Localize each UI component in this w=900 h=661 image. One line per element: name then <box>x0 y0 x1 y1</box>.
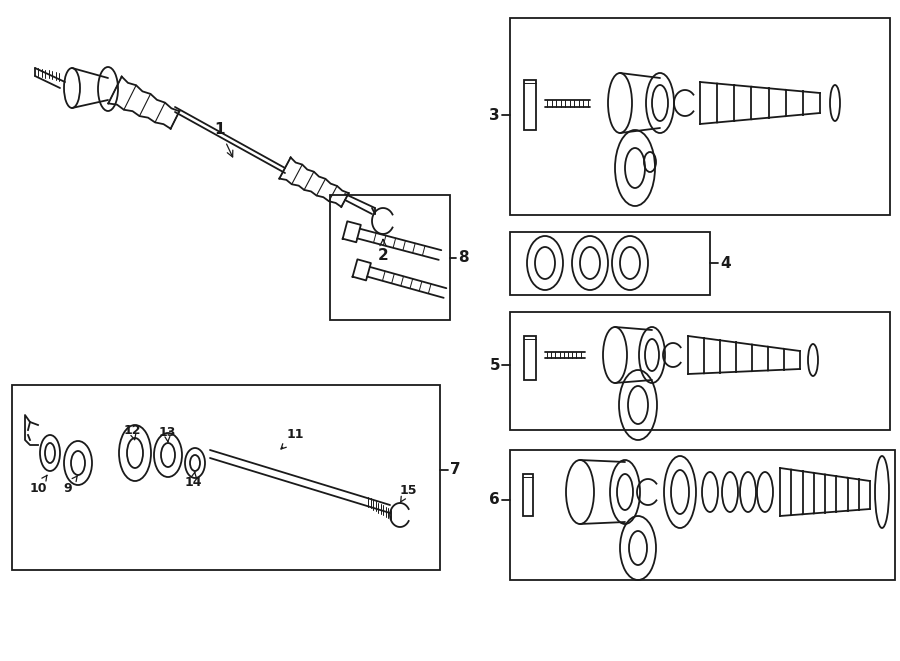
Bar <box>510 312 890 430</box>
Text: 10: 10 <box>29 475 47 494</box>
Text: 2: 2 <box>378 239 389 262</box>
Bar <box>524 80 536 130</box>
Text: 15: 15 <box>400 483 417 503</box>
Bar <box>510 18 890 215</box>
Text: 1: 1 <box>215 122 233 157</box>
Bar <box>510 232 710 295</box>
Bar <box>12 385 440 570</box>
Text: 3: 3 <box>490 108 500 122</box>
Text: 13: 13 <box>158 426 176 442</box>
Text: 5: 5 <box>490 358 500 373</box>
Text: 8: 8 <box>458 251 469 266</box>
Text: 7: 7 <box>450 463 461 477</box>
Bar <box>524 336 536 380</box>
Bar <box>523 474 533 516</box>
Text: 12: 12 <box>123 424 140 440</box>
Text: 9: 9 <box>64 475 77 494</box>
Bar <box>510 450 895 580</box>
Text: 11: 11 <box>281 428 304 449</box>
Bar <box>330 195 450 320</box>
Text: 6: 6 <box>490 492 500 508</box>
Text: 4: 4 <box>720 256 731 270</box>
Text: 14: 14 <box>184 472 202 488</box>
